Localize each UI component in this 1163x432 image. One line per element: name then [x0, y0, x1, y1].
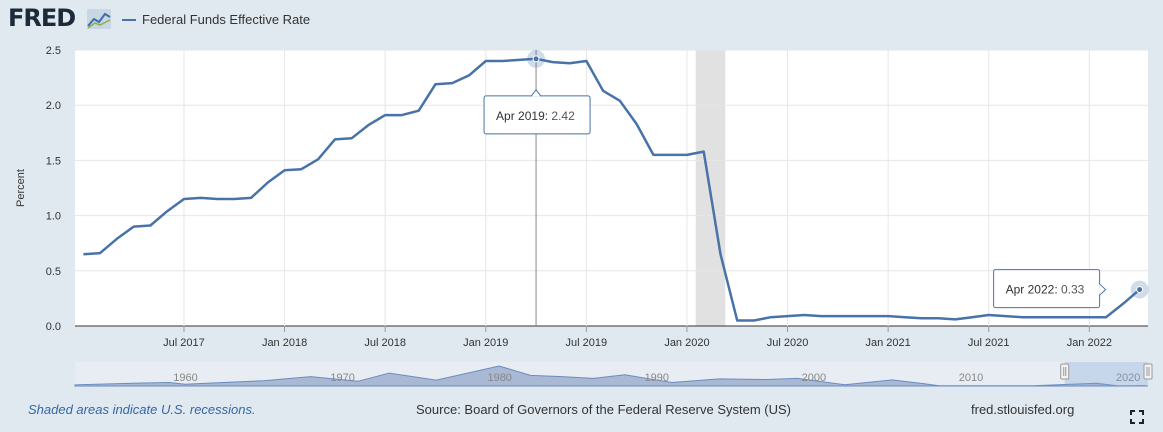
tooltip: Apr 2022: 0.33 [993, 269, 1107, 309]
navigator-handle [1143, 363, 1153, 380]
series-line [83, 57, 1141, 322]
navigator-label: 1970 [330, 372, 354, 384]
y-tick-label: 0.5 [46, 266, 61, 278]
navigator-handle [1060, 363, 1070, 380]
navigator-label: 1980 [487, 372, 511, 384]
navigator-label: 2010 [959, 372, 983, 384]
x-tick-label: Jan 2020 [664, 337, 709, 349]
x-tick-label: Jul 2020 [767, 337, 809, 349]
y-tick-label: 1.0 [46, 211, 61, 223]
navigator-label: 1990 [645, 372, 669, 384]
tooltip-pointer [1098, 283, 1107, 296]
x-tick-label: Jan 2018 [262, 337, 307, 349]
legend-label[interactable]: Federal Funds Effective Rate [142, 12, 311, 27]
y-tick-label: 0.0 [46, 321, 61, 333]
tooltip-text: Apr 2022: 0.33 [1006, 283, 1085, 297]
y-tick-label: 2.5 [46, 45, 61, 57]
navigator-label: 2000 [802, 372, 826, 384]
fred-logo[interactable]: FRED [8, 4, 76, 32]
tooltip: Apr 2019: 2.42 [483, 89, 591, 135]
navigator-label: 1960 [173, 372, 197, 384]
fred-url-link[interactable]: fred.stlouisfed.org [971, 402, 1075, 417]
y-axis-label: Percent [15, 169, 27, 207]
x-tick-label: Jul 2017 [163, 337, 205, 349]
x-tick-label: Jul 2021 [968, 337, 1010, 349]
x-tick-label: Jan 2021 [866, 337, 911, 349]
hover-point [1136, 286, 1144, 294]
tooltip-text: Apr 2019: 2.42 [496, 109, 575, 123]
recession-note: Shaded areas indicate U.S. recessions. [28, 402, 256, 417]
navigator-label: 2020 [1116, 372, 1140, 384]
chart-header: FRED Federal Funds Effective Rate [0, 0, 1163, 40]
navigator-area [74, 365, 1149, 387]
hover-point [532, 55, 540, 63]
navigator-selection [1064, 362, 1148, 386]
tooltip-pointer [530, 89, 542, 97]
x-tick-label: Jul 2019 [566, 337, 608, 349]
plot-background [75, 50, 1148, 326]
x-tick-label: Jan 2022 [1067, 337, 1112, 349]
fred-graph-icon [87, 9, 111, 29]
y-tick-label: 2.0 [46, 100, 61, 112]
legend-swatch [122, 19, 136, 21]
fullscreen-icon[interactable] [1130, 410, 1144, 424]
x-tick-label: Jan 2019 [463, 337, 508, 349]
y-tick-label: 1.5 [46, 155, 61, 167]
chart-area[interactable]: 0.0 0.5 1.0 1.5 2.0 2.5 Jul 2017 Jan 2018 Jul 20… [0, 0, 1163, 400]
source-text: Source: Board of Governors of the Federa… [416, 402, 791, 417]
x-tick-label: Jul 2018 [364, 337, 406, 349]
